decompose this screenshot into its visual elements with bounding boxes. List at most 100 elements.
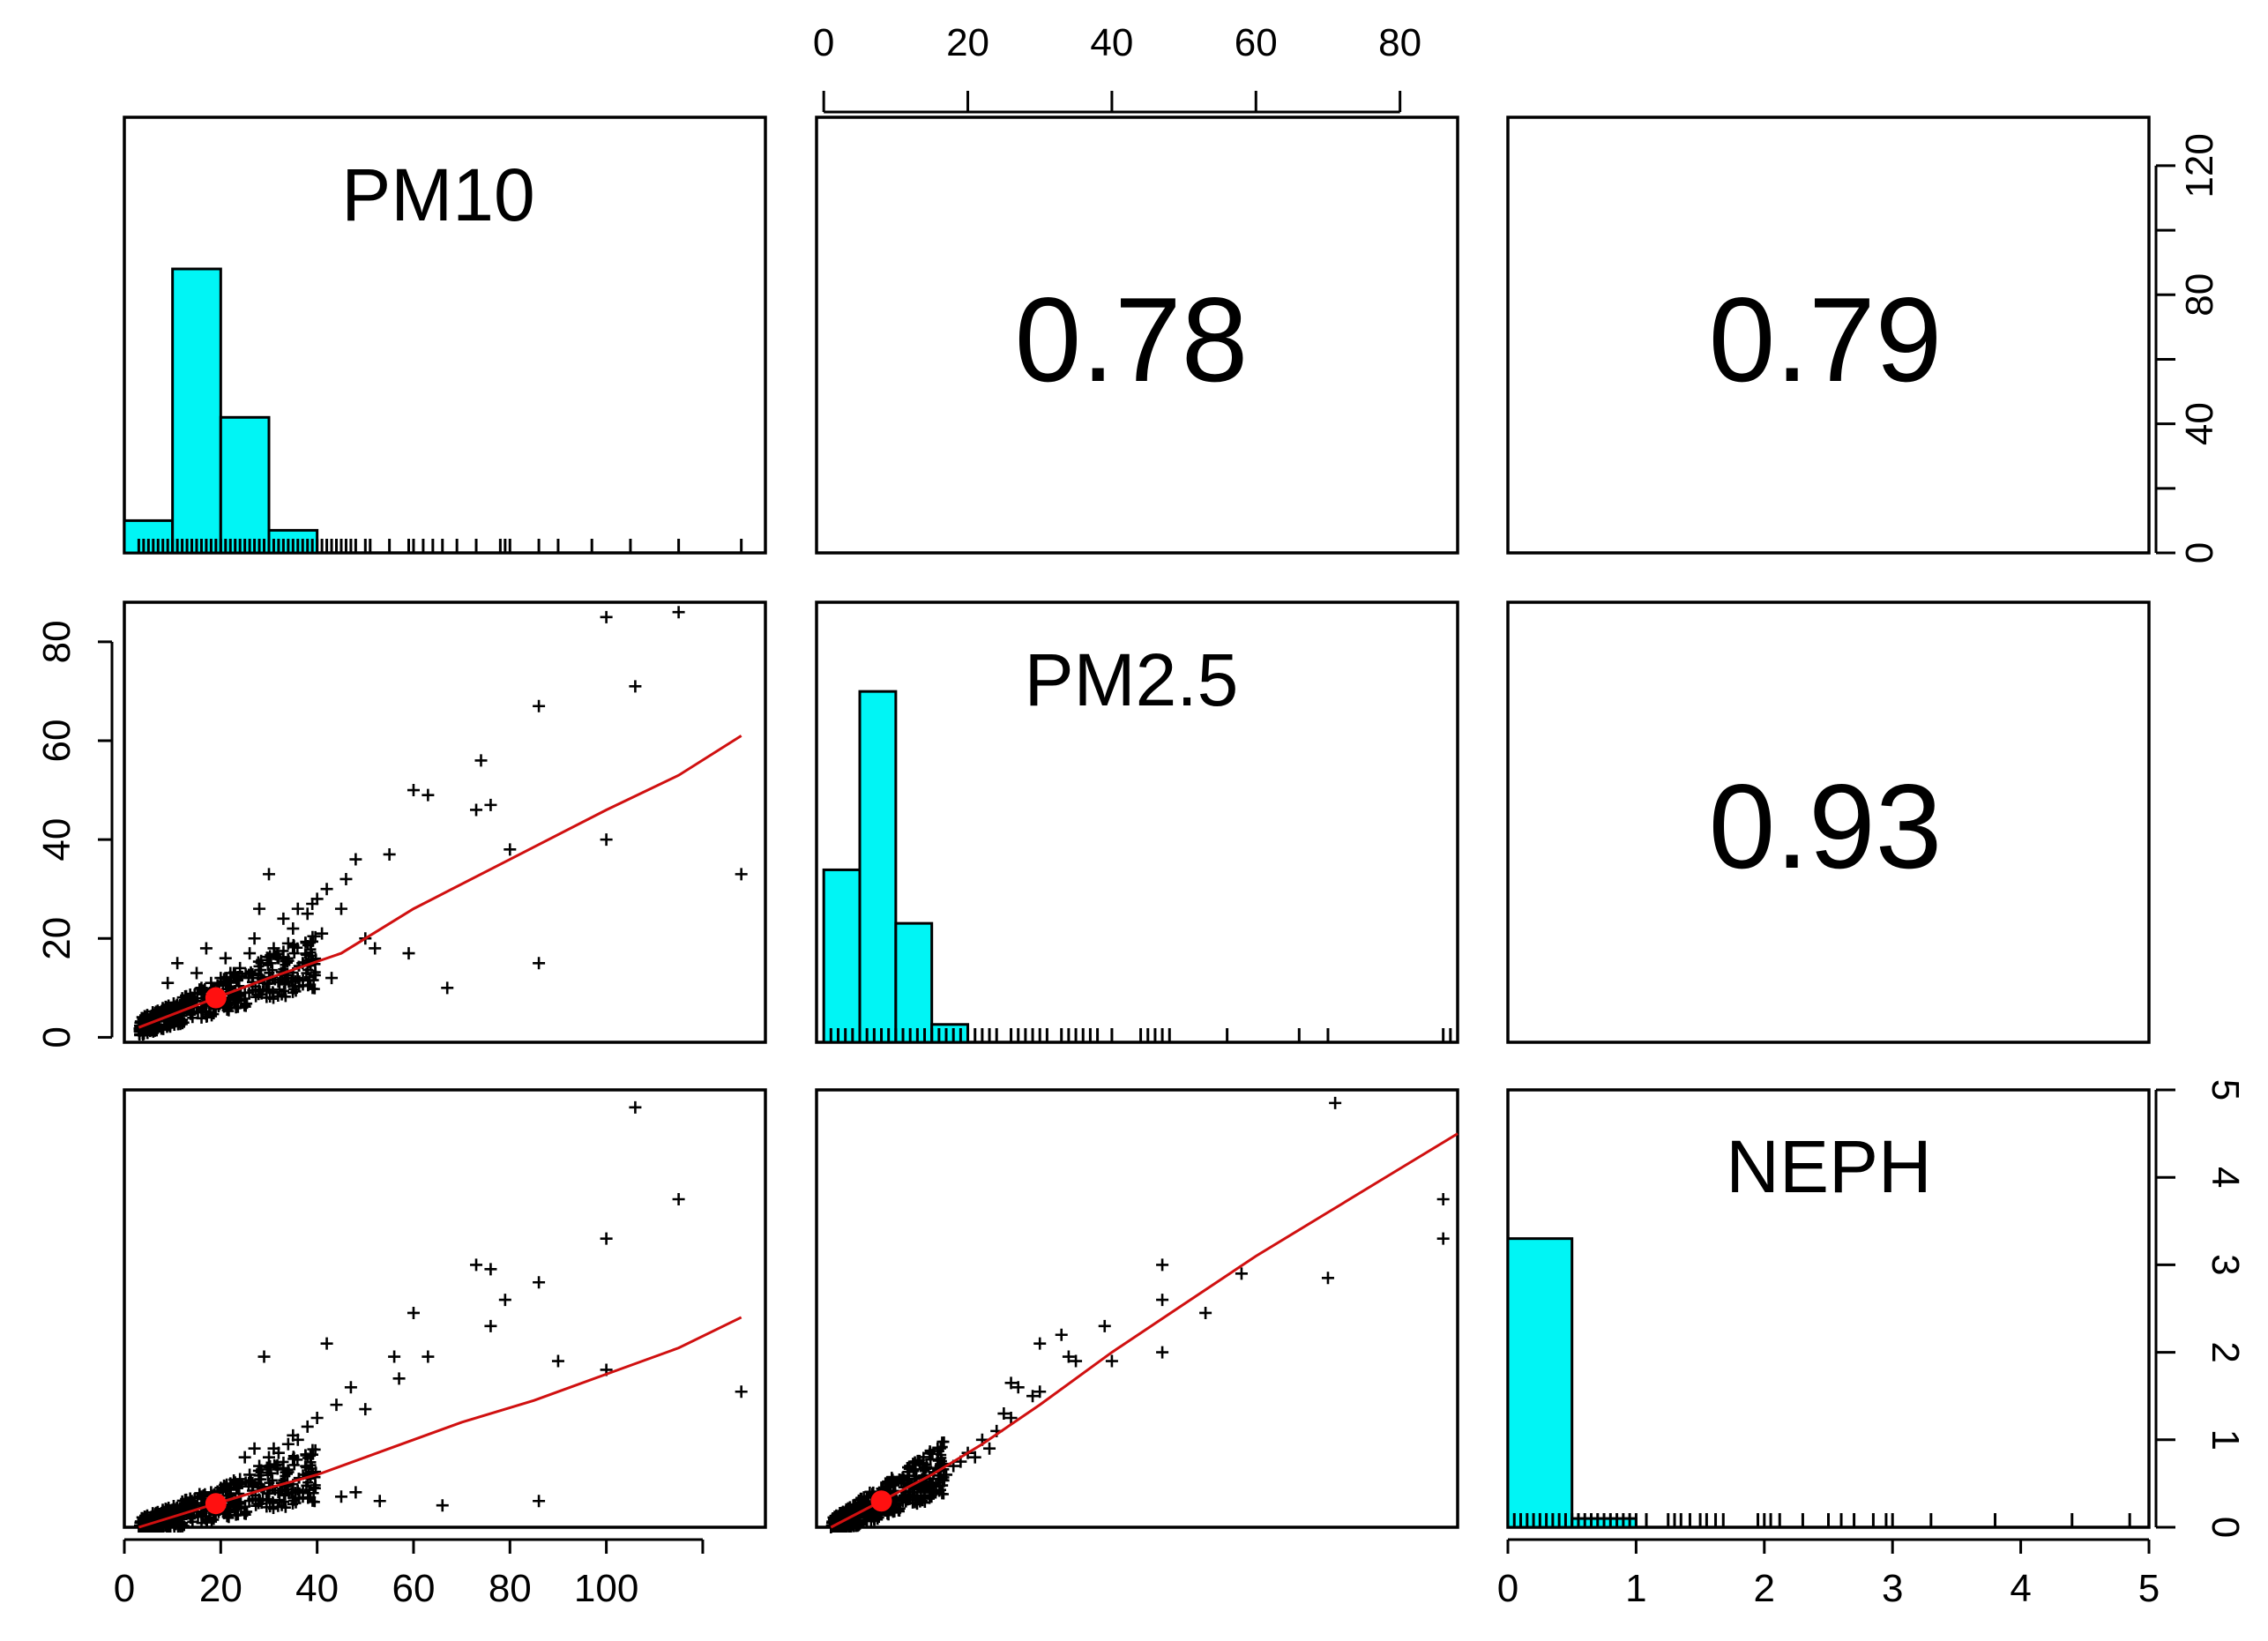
scatter-point: [1156, 1258, 1169, 1272]
right-tick-label-density: 80: [2178, 273, 2221, 317]
scatter-point: [156, 1508, 169, 1521]
scatter-point: [291, 902, 304, 915]
scatter-point: [1436, 1232, 1450, 1245]
scatter-point: [287, 1428, 300, 1442]
scatter-point: [908, 1458, 920, 1469]
scatter-point: [188, 1497, 199, 1509]
scatter-point: [897, 1471, 908, 1482]
scatter-point: [919, 1462, 930, 1473]
x-tick-label-pm10: 40: [295, 1567, 339, 1610]
scatter-point: [253, 1459, 266, 1473]
scatter-point: [292, 1454, 303, 1466]
scatter-point: [281, 957, 293, 968]
scatter-point: [927, 1448, 938, 1459]
scatter-point: [349, 1486, 362, 1499]
scatter-point: [174, 1017, 185, 1028]
scatter-point: [629, 680, 642, 693]
scatter-point: [161, 976, 175, 989]
scatter-point: [422, 1350, 435, 1363]
scatter-point: [629, 1100, 642, 1114]
scatter-point: [245, 966, 257, 977]
scatter-point: [250, 991, 262, 1003]
scatter-point: [175, 1499, 189, 1512]
scatter-point: [896, 1473, 907, 1485]
x-tick-label-pm10: 0: [114, 1567, 135, 1610]
scatter-point: [470, 1258, 483, 1272]
scatter-point: [925, 1454, 936, 1466]
scatter-point: [245, 1474, 257, 1486]
scatter-point: [238, 986, 251, 999]
scatter-point: [234, 1498, 245, 1510]
scatter-point: [1156, 1346, 1169, 1359]
scatter-point: [1004, 1376, 1018, 1390]
scatter-point: [288, 1459, 300, 1471]
scatter-point: [168, 1020, 180, 1032]
scatter-point: [205, 976, 218, 989]
y-tick-label-pm25: 80: [35, 620, 78, 663]
right-tick-label-neph: 2: [2204, 1341, 2247, 1362]
scatter-point: [187, 1516, 198, 1527]
scatter-point: [200, 1005, 212, 1017]
scatter-point: [264, 1461, 275, 1473]
panel-hist-pm25: [815, 600, 1459, 1044]
scatter-point: [909, 1497, 921, 1509]
scatter-point: [921, 1463, 932, 1474]
scatter-point: [498, 1294, 511, 1307]
scatter-point: [243, 947, 257, 960]
scatter-point: [280, 1466, 291, 1478]
scatter-point: [316, 927, 329, 940]
scatter-point: [320, 1337, 333, 1350]
variable-name-pm25: PM2.5: [1025, 638, 1239, 721]
scatter-point: [307, 1496, 318, 1507]
scatter-point: [281, 1437, 295, 1451]
scatter-point: [257, 1350, 271, 1363]
scatter-point: [533, 957, 546, 970]
scatter-point: [422, 788, 435, 802]
x-tick-label-neph: 1: [1625, 1567, 1646, 1610]
scatter-point: [897, 1495, 910, 1508]
scatter-point: [1098, 1319, 1111, 1332]
scatter-point: [224, 993, 235, 1004]
scatter-point: [1199, 1306, 1212, 1319]
scatter-point: [234, 961, 247, 974]
scatter-point: [272, 977, 284, 988]
scatter-point: [854, 1517, 867, 1530]
scatter-point: [278, 1456, 289, 1467]
scatter-point: [281, 1468, 293, 1480]
histogram-pm25: [822, 690, 1452, 1044]
scatter-point: [262, 1451, 275, 1464]
scatter-point: [254, 1495, 265, 1506]
scatter-point: [238, 1451, 251, 1464]
scatter-point: [243, 1496, 255, 1507]
scatter-point: [224, 1500, 235, 1511]
scatter-point: [1062, 1350, 1075, 1363]
scatter-point: [918, 1481, 931, 1495]
scatter-point: [252, 956, 264, 967]
scatter-point: [1004, 1412, 1018, 1424]
panel-corr-pm10-neph: [1506, 116, 2151, 555]
panel-scatter-pm10-pm25: [123, 600, 767, 1044]
top-tick-label-pm25: 60: [1235, 21, 1278, 64]
panel-scatter-pm25-neph: [815, 1088, 1459, 1529]
scatter-point: [232, 971, 243, 982]
scatter-point: [407, 1306, 420, 1319]
variable-name-neph: NEPH: [1726, 1125, 1931, 1208]
scatter-point: [349, 853, 362, 866]
scatter-point: [474, 754, 488, 767]
scatter-point: [388, 1350, 401, 1363]
panel-hist-pm10: [123, 116, 767, 555]
scatter-point: [983, 1442, 996, 1455]
scatter-point: [292, 942, 303, 953]
scatter-point: [265, 991, 276, 1003]
x-tick-label-neph: 5: [2138, 1567, 2160, 1610]
scatter-point: [925, 1477, 938, 1490]
center-point: [205, 1493, 227, 1515]
scatter-point: [160, 1019, 171, 1031]
scatter-pm10-vs-neph: [133, 1100, 748, 1533]
correlation-pm10-neph: 0.79: [1709, 272, 1943, 407]
scatter-point: [214, 1481, 228, 1495]
x-tick-label-neph: 3: [1882, 1567, 1903, 1610]
right-tick-label-neph: 5: [2204, 1079, 2247, 1100]
panel-corr-pm10-pm25: [815, 116, 1459, 555]
top-tick-label-pm25: 20: [946, 21, 989, 64]
